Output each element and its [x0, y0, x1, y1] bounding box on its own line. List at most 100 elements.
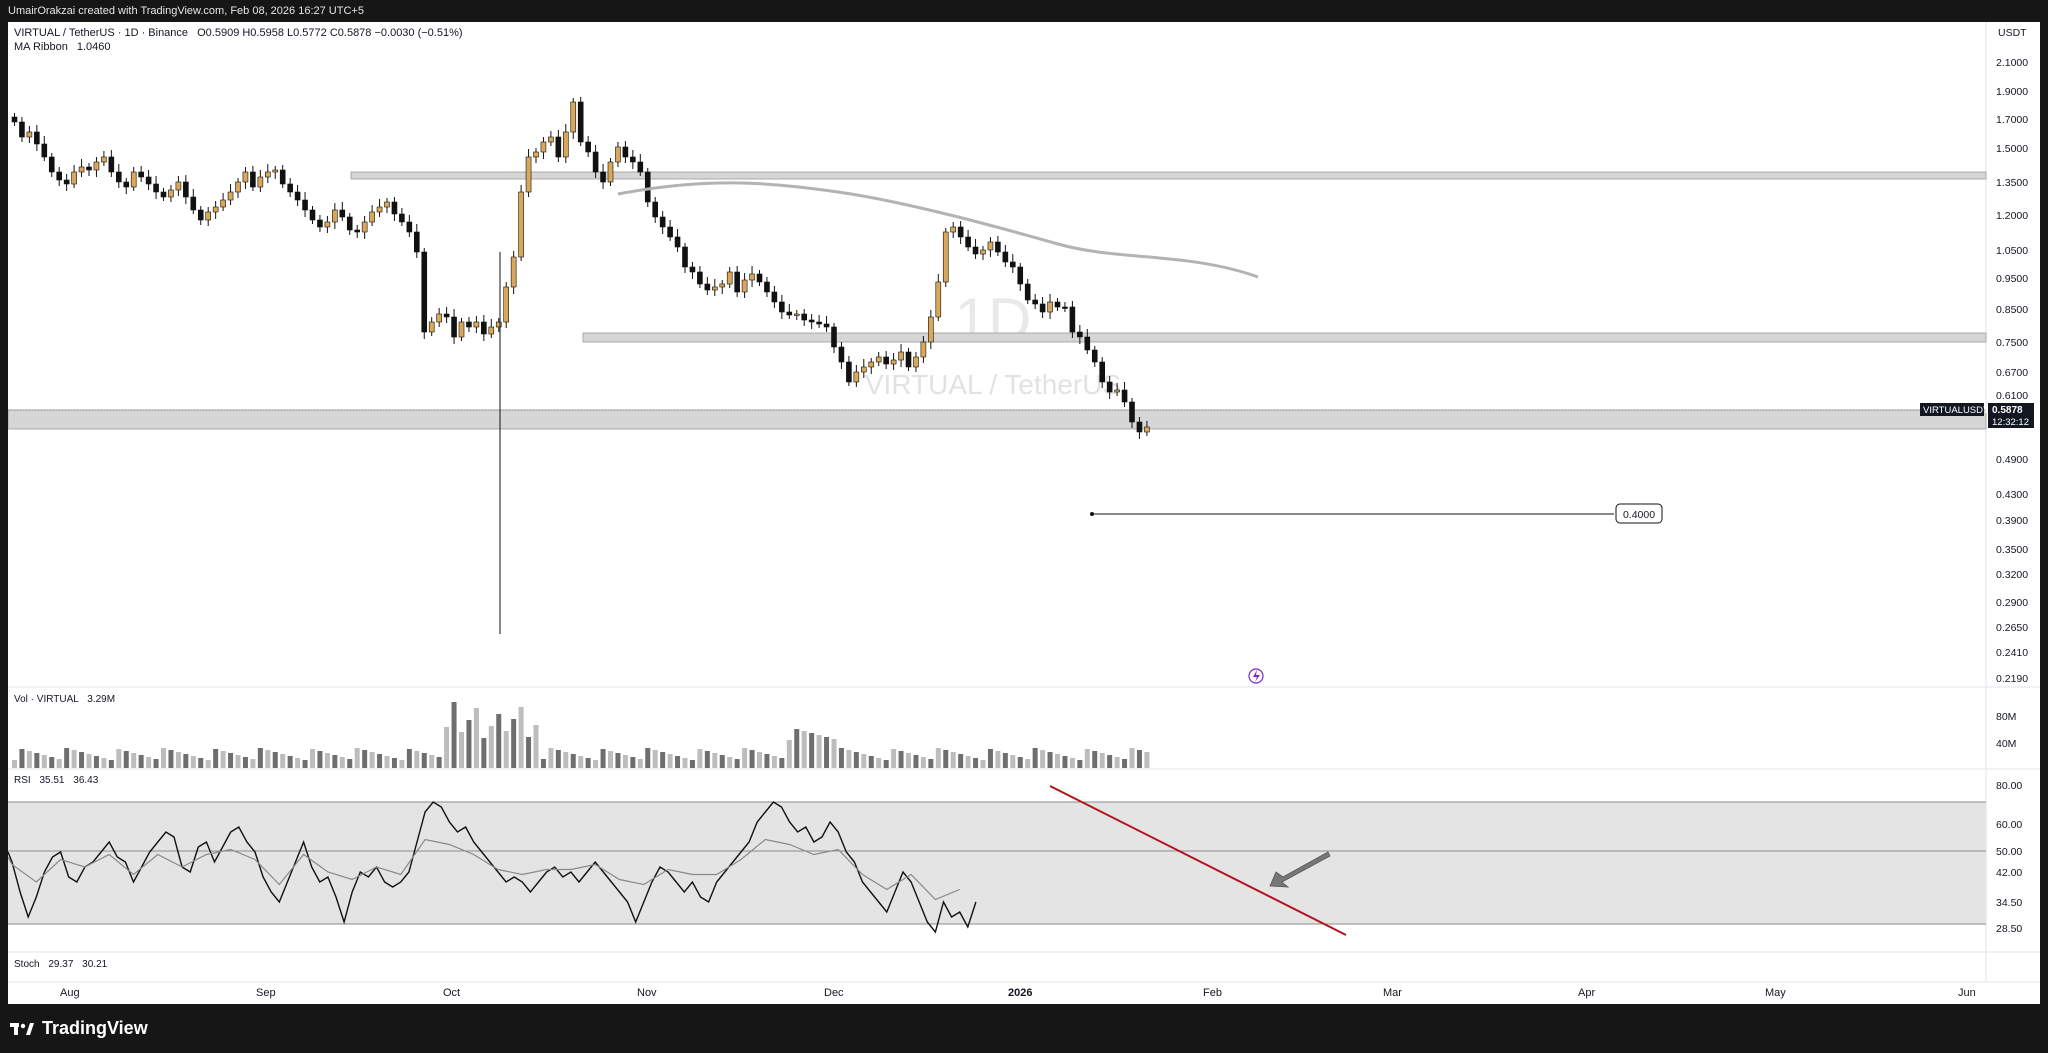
volume-bar: [1122, 759, 1128, 768]
candle-body: [309, 209, 316, 221]
candle-body: [190, 196, 197, 211]
candle-body: [272, 169, 279, 173]
volume-bar: [175, 752, 181, 768]
volume-bar: [771, 756, 777, 768]
price-tick-label: 1.9000: [1996, 86, 2028, 98]
price-chart[interactable]: 1D VIRTUAL / TetherUS 2.1000 1.9000 1.7000 1.…: [8, 22, 2040, 1004]
rsi-legend[interactable]: RSI 35.51 36.43: [14, 775, 98, 786]
stoch-name[interactable]: Stoch: [14, 959, 40, 970]
candle-body: [682, 246, 688, 268]
candle-body: [41, 143, 48, 158]
chart-frame[interactable]: 1D VIRTUAL / TetherUS 2.1000 1.9000 1.7000 1.…: [8, 22, 2040, 1004]
volume-bar: [1017, 757, 1023, 768]
volume-bars-group: [12, 702, 1150, 768]
volume-bar: [794, 729, 800, 768]
candle-body: [756, 273, 763, 283]
arrow-annotation: [1269, 851, 1331, 888]
candle-body: [652, 201, 659, 218]
volume-bar: [41, 755, 47, 768]
candle-body: [510, 256, 517, 288]
volume-bar: [935, 748, 941, 768]
candle-body: [339, 209, 346, 218]
volume-bar: [86, 754, 92, 768]
resistance-zone-middle: [582, 332, 1987, 343]
volume-bar: [235, 755, 241, 768]
volume-bar: [958, 754, 964, 768]
volume-bar: [533, 725, 539, 768]
candle-body: [235, 181, 241, 193]
last-price-badge-bg: [1988, 403, 2034, 428]
candle-body: [279, 169, 286, 185]
candle-body: [771, 291, 778, 303]
rsi-trendline: [1049, 785, 1347, 936]
candle-body: [838, 346, 845, 363]
volume-bar: [444, 727, 450, 768]
volume-bar: [436, 757, 442, 768]
candle-body: [890, 359, 897, 365]
symbol-legend[interactable]: VIRTUAL / TetherUS · 1D · Binance O0.590…: [14, 27, 463, 39]
price-tick-label: 1.3500: [1996, 177, 2028, 189]
volume-bar: [421, 753, 427, 768]
volume-bar: [369, 752, 375, 768]
price-tick-label: 0.3200: [1996, 569, 2028, 581]
volume-bar: [131, 753, 137, 768]
volume-legend[interactable]: Vol · VIRTUAL 3.29M: [14, 694, 115, 705]
candle-body: [525, 156, 532, 193]
candle-body: [659, 216, 666, 228]
candle-body: [212, 206, 219, 213]
candle-body: [868, 361, 875, 368]
candle-body: [451, 316, 457, 338]
candle-body: [995, 241, 1001, 253]
volume-bar: [928, 759, 934, 768]
volume-bar: [459, 732, 464, 768]
stoch-legend[interactable]: Stoch 29.37 30.21: [14, 959, 107, 970]
candle-body: [644, 171, 651, 203]
volume-bar: [116, 749, 122, 768]
candle-body: [637, 161, 644, 173]
time-axis-label: Aug: [60, 987, 80, 999]
volume-bar: [1040, 750, 1046, 768]
candle-body: [421, 251, 428, 333]
symbol-title[interactable]: VIRTUAL / TetherUS · 1D · Binance: [14, 27, 189, 39]
volume-bar: [660, 752, 666, 768]
volume-bar: [488, 726, 494, 768]
candle-body: [71, 171, 77, 185]
candle-body: [346, 216, 353, 231]
tradingview-brand: TradingView: [42, 1018, 148, 1038]
rsi-name[interactable]: RSI: [14, 775, 31, 786]
watermark-pair: VIRTUAL / TetherUS: [865, 369, 1121, 400]
candle-body: [674, 236, 681, 248]
ma-ribbon-value: 1.0460: [76, 41, 111, 53]
stoch-d-value: 30.21: [82, 959, 108, 970]
candle-body: [19, 121, 25, 138]
rsi-tick-label: 60.00: [1996, 819, 2022, 831]
price-tick-label: 0.3900: [1996, 515, 2028, 527]
volume-bar: [809, 733, 815, 768]
candle-body: [801, 313, 808, 321]
volume-bar: [831, 739, 837, 768]
ma-ribbon-legend[interactable]: MA Ribbon 1.0460: [14, 41, 111, 53]
countdown-badge: 12:32:12: [1992, 417, 2029, 428]
candle-body: [667, 226, 673, 238]
tradingview-logo[interactable]: TradingView: [10, 1018, 148, 1039]
candle-body: [458, 321, 465, 338]
volume-name[interactable]: Vol · VIRTUAL: [14, 694, 79, 705]
candle-body: [466, 321, 472, 328]
time-axis-label: 2026: [1008, 987, 1032, 999]
candle-body: [622, 146, 629, 158]
candle-body: [197, 209, 204, 221]
volume-bar: [637, 759, 643, 768]
candle-body: [1136, 421, 1143, 433]
time-axis-label: Mar: [1383, 987, 1402, 999]
ma-ribbon-name[interactable]: MA Ribbon: [14, 41, 68, 53]
rsi-tick-label: 50.00: [1996, 846, 2022, 858]
candle-body: [264, 171, 271, 178]
candle-body: [1084, 336, 1091, 351]
candle-body: [793, 313, 800, 316]
rsi-tick-label: 80.00: [1996, 780, 2022, 792]
volume-bar: [548, 748, 554, 768]
candle-body: [548, 136, 554, 143]
volume-bar: [615, 753, 621, 768]
candle-body: [905, 351, 912, 368]
candle-body: [436, 313, 442, 323]
